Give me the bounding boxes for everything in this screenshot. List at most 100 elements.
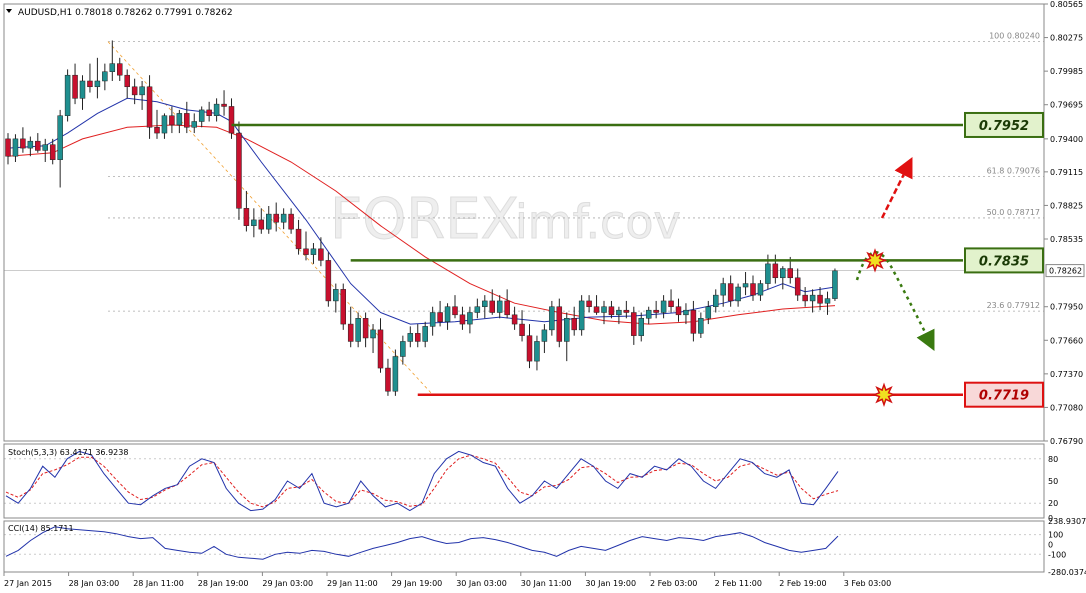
- candle-body: [347, 323, 354, 342]
- candle-body: [228, 106, 235, 134]
- current-price-label: 0.78262: [1049, 267, 1082, 276]
- cci-pane[interactable]: CCI(14) 85.1711: [4, 524, 1044, 560]
- candle-body: [415, 333, 421, 342]
- candle: [27, 136, 34, 157]
- cci-tick-label: -100: [1048, 550, 1066, 559]
- candle: [12, 134, 19, 163]
- candle-body: [35, 140, 41, 151]
- candle: [690, 300, 697, 342]
- candle-body: [571, 318, 577, 331]
- candle: [407, 326, 414, 348]
- candle-body: [191, 121, 197, 128]
- candle-body: [42, 144, 48, 151]
- x-tick-label: 2 Feb 03:00: [650, 579, 697, 588]
- candle: [370, 324, 376, 354]
- candle: [578, 295, 585, 336]
- fibo-label: 50.0 0.78717: [987, 208, 1040, 217]
- candle: [593, 295, 600, 315]
- up-arrow-icon: [880, 157, 913, 219]
- candle: [87, 63, 93, 93]
- candle-body: [176, 113, 183, 126]
- x-tick-label: 28 Jan 11:00: [133, 579, 184, 588]
- candle: [623, 300, 630, 319]
- cci-pane-border: [3, 520, 1045, 573]
- candle: [705, 300, 712, 325]
- candle: [444, 303, 451, 330]
- cci-tick-label: 0: [1048, 540, 1053, 549]
- candle: [511, 306, 518, 330]
- candle-body: [631, 312, 637, 336]
- x-tick-label: 28 Jan 03:00: [69, 579, 120, 588]
- candle: [221, 90, 227, 116]
- candle-body: [489, 300, 495, 313]
- y-tick-label: 0.78535: [1050, 235, 1083, 244]
- candle-body: [27, 140, 34, 149]
- candle-body: [794, 277, 801, 296]
- candle-body: [146, 86, 153, 128]
- candle-body: [57, 115, 63, 160]
- candle: [325, 252, 332, 307]
- watermark-text: FOREX: [330, 187, 519, 252]
- candle-body: [452, 306, 458, 316]
- candle: [727, 275, 734, 307]
- fibo-label: 61.8 0.79076: [987, 166, 1040, 175]
- down-arrow-icon: [855, 251, 935, 351]
- level-box-support-low: [964, 381, 1044, 408]
- candle: [668, 289, 674, 313]
- candle: [340, 283, 346, 330]
- candle-body: [87, 80, 93, 88]
- fibo-label: 100 0.80240: [989, 32, 1040, 41]
- candle-body: [482, 300, 488, 307]
- x-tick-label: 28 Jan 19:00: [198, 579, 249, 588]
- candle: [228, 98, 235, 139]
- y-tick-label: 0.77950: [1050, 303, 1083, 312]
- candle: [184, 101, 190, 134]
- candle: [817, 287, 823, 311]
- x-tick-label: 30 Jan 19:00: [585, 579, 636, 588]
- candle: [601, 300, 607, 325]
- candle-body: [742, 283, 749, 288]
- y-tick-label: 0.80275: [1050, 34, 1083, 43]
- candle: [809, 289, 816, 313]
- candle-body: [787, 268, 793, 279]
- candle-body: [474, 306, 481, 313]
- candle: [139, 80, 145, 110]
- candle-body: [139, 86, 145, 96]
- candle-body: [5, 138, 11, 157]
- candle-body: [407, 333, 414, 342]
- candle-body: [638, 318, 644, 336]
- candle: [266, 206, 272, 234]
- candle-body: [623, 309, 630, 313]
- candle: [94, 57, 101, 99]
- candle-body: [549, 306, 555, 331]
- candle-body: [79, 80, 86, 99]
- candle: [780, 266, 786, 290]
- candle-body: [444, 306, 451, 323]
- candle: [422, 321, 428, 348]
- candle: [310, 243, 317, 264]
- candle: [347, 306, 354, 348]
- candle-body: [385, 367, 391, 392]
- candle: [526, 324, 533, 369]
- candle: [660, 295, 667, 319]
- stochastic-pane[interactable]: Stoch(5,3,3) 63.4171 36.9238: [4, 448, 1044, 512]
- candle-body: [184, 113, 190, 128]
- x-tick-label: 2 Feb 11:00: [715, 579, 762, 588]
- candle: [467, 306, 473, 334]
- candle: [616, 306, 622, 325]
- candle-body: [496, 300, 503, 313]
- candle-body: [280, 213, 287, 223]
- y-tick-label: 0.77080: [1050, 403, 1083, 412]
- candle: [482, 295, 488, 319]
- candle-body: [310, 248, 317, 255]
- y-tick-label: 0.78825: [1050, 201, 1083, 210]
- current-price-box: [1045, 264, 1085, 278]
- candle: [355, 312, 361, 348]
- price-pane[interactable]: 100 0.80240 61.8 0.79076 50.0 0.78717 23.6 …: [4, 32, 1044, 407]
- candle-body: [586, 300, 592, 307]
- candle-body: [578, 300, 585, 331]
- candle: [750, 275, 756, 301]
- level-labels: 0.7952 0.7835 0.7719: [964, 111, 1044, 408]
- candle: [251, 208, 257, 238]
- candle-body: [727, 283, 734, 302]
